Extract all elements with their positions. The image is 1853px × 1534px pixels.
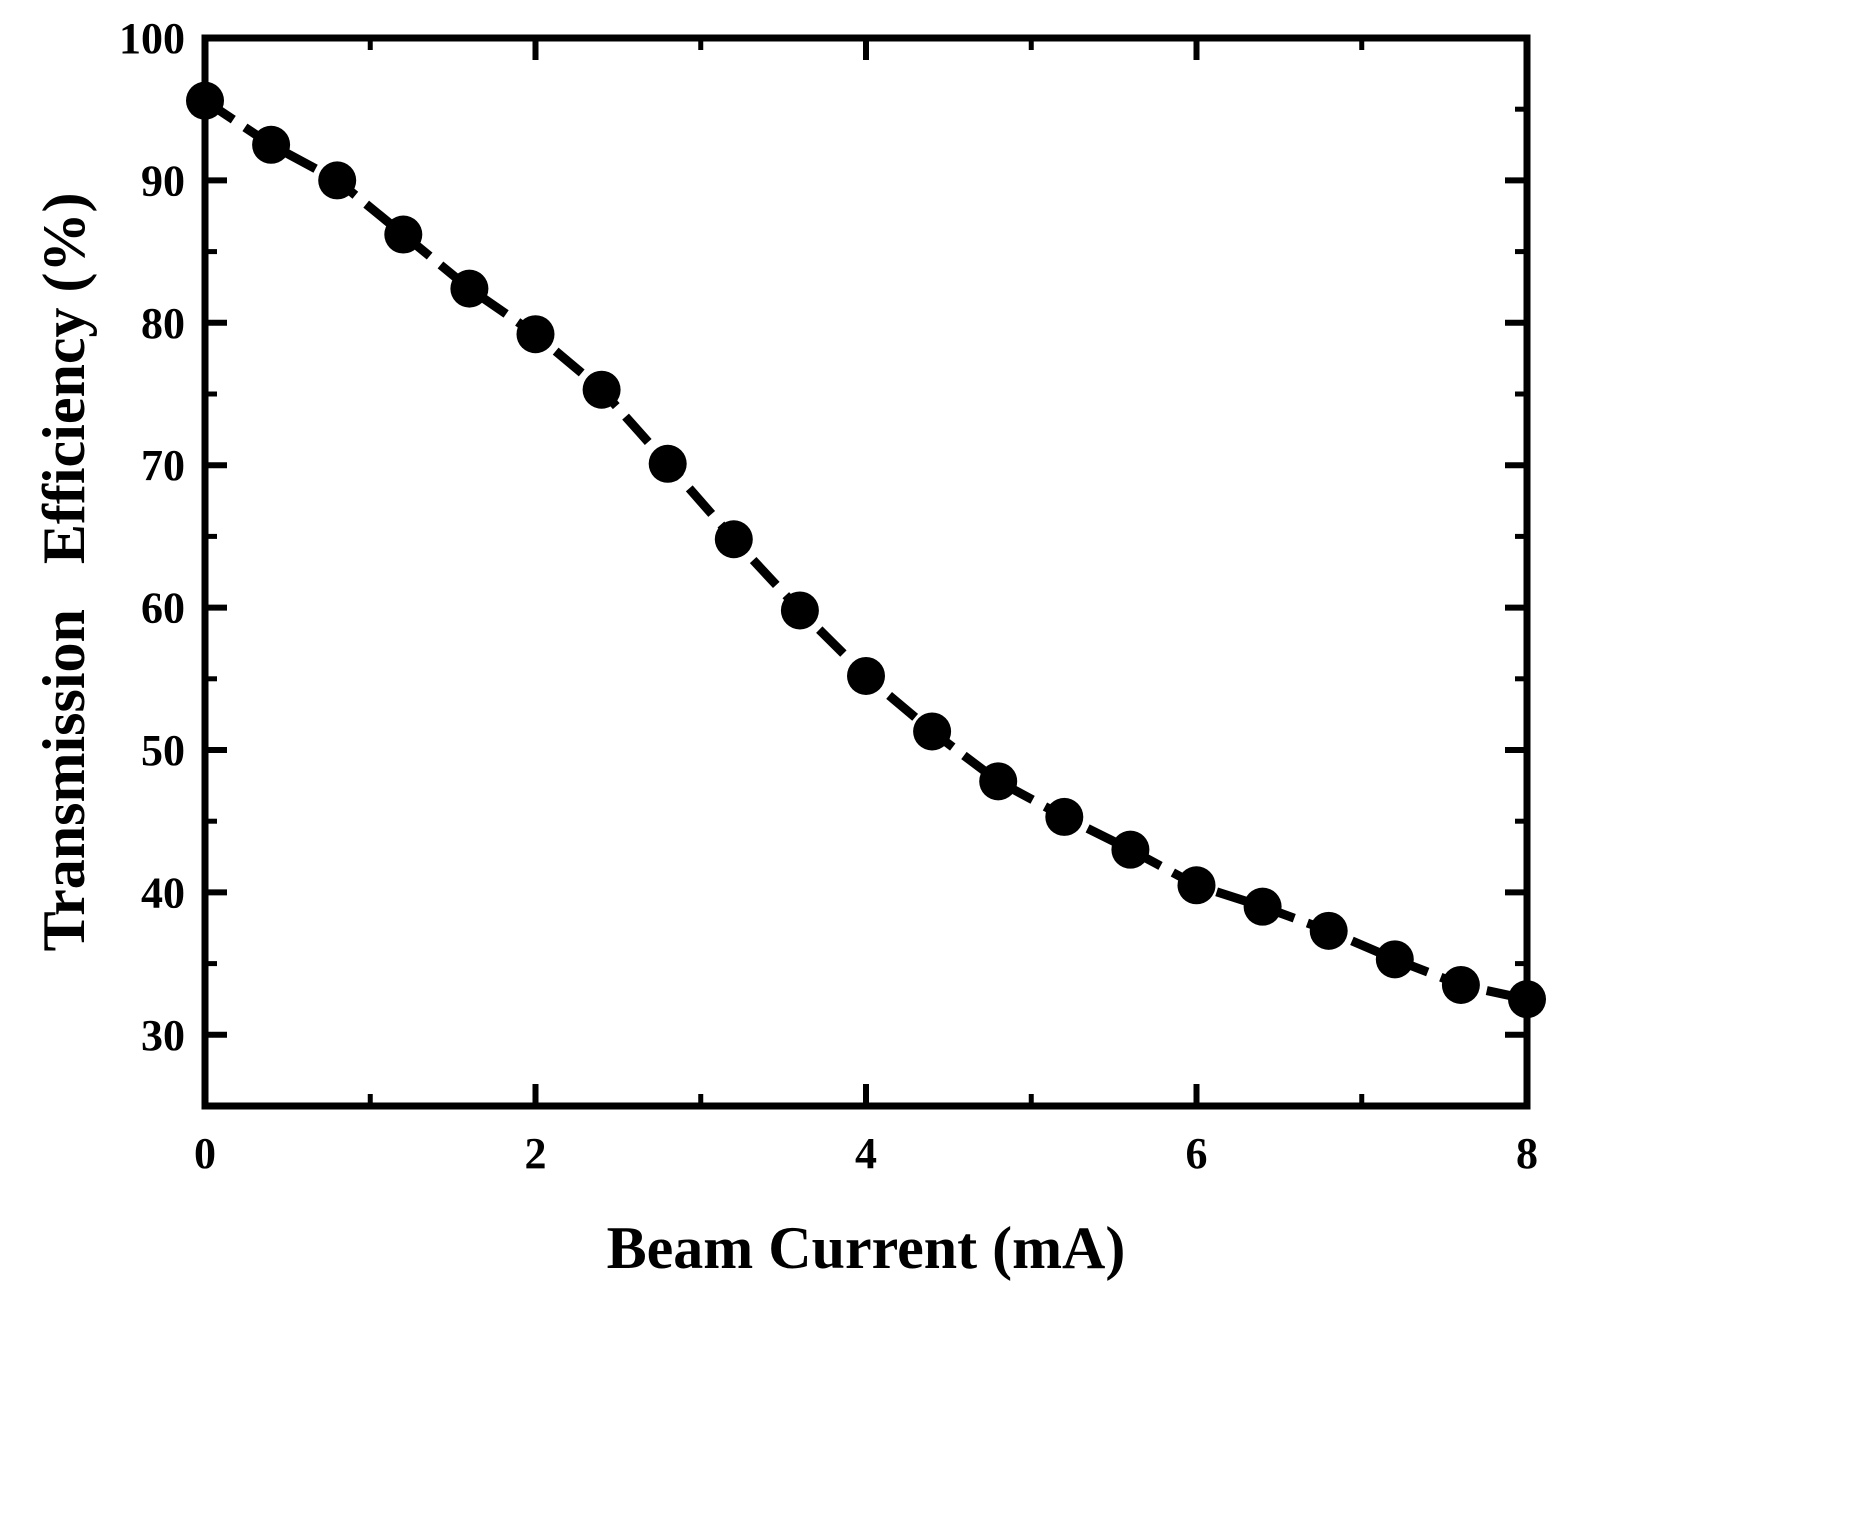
data-point-13 [1045, 797, 1084, 836]
x-tick-label-1: 2 [525, 1129, 547, 1178]
data-point-2 [318, 161, 357, 200]
y-tick-label-0: 30 [141, 1011, 185, 1060]
data-series [186, 81, 1546, 1019]
data-point-1 [252, 125, 291, 164]
data-point-5 [516, 315, 555, 354]
data-point-14 [1111, 830, 1150, 869]
data-point-8 [714, 520, 753, 559]
x-tick-label-2: 4 [855, 1129, 877, 1178]
x-tick-label-0: 0 [194, 1129, 216, 1178]
y-tick-label-4: 70 [141, 441, 185, 490]
y-tick-label-1: 40 [141, 868, 185, 917]
y-tick-label-3: 60 [141, 584, 185, 633]
plot-frame [201, 34, 1531, 1110]
x-tick-label-4: 8 [1516, 1129, 1538, 1178]
data-point-16 [1243, 887, 1282, 926]
data-point-7 [648, 444, 687, 483]
data-point-12 [979, 762, 1018, 801]
data-point-19 [1441, 965, 1480, 1004]
y-tick-label-6: 90 [141, 156, 185, 205]
data-point-18 [1375, 940, 1414, 979]
data-point-10 [847, 656, 885, 695]
data-point-17 [1309, 911, 1348, 950]
x-axis-label: Beam Current (mA) [607, 1215, 1126, 1281]
chart: 0 2 4 6 8 30 40 50 60 70 80 90 100 Beam Current (mA)… [31, 14, 1546, 1281]
y-tick-label-5: 80 [141, 299, 185, 348]
data-point-3 [384, 215, 423, 254]
data-point-9 [780, 591, 819, 630]
data-point-4 [450, 269, 489, 308]
data-point-15 [1177, 866, 1216, 905]
tick-labels: 0 2 4 6 8 30 40 50 60 70 80 90 100 [119, 14, 1538, 1178]
data-point-6 [582, 370, 621, 409]
x-tick-label-3: 6 [1186, 1129, 1208, 1178]
y-tick-label-2: 50 [141, 726, 185, 775]
data-point-11 [913, 712, 952, 751]
y-tick-label-7: 100 [119, 14, 185, 63]
y-axis-label: Transmission Efficiency (%) [31, 193, 97, 952]
